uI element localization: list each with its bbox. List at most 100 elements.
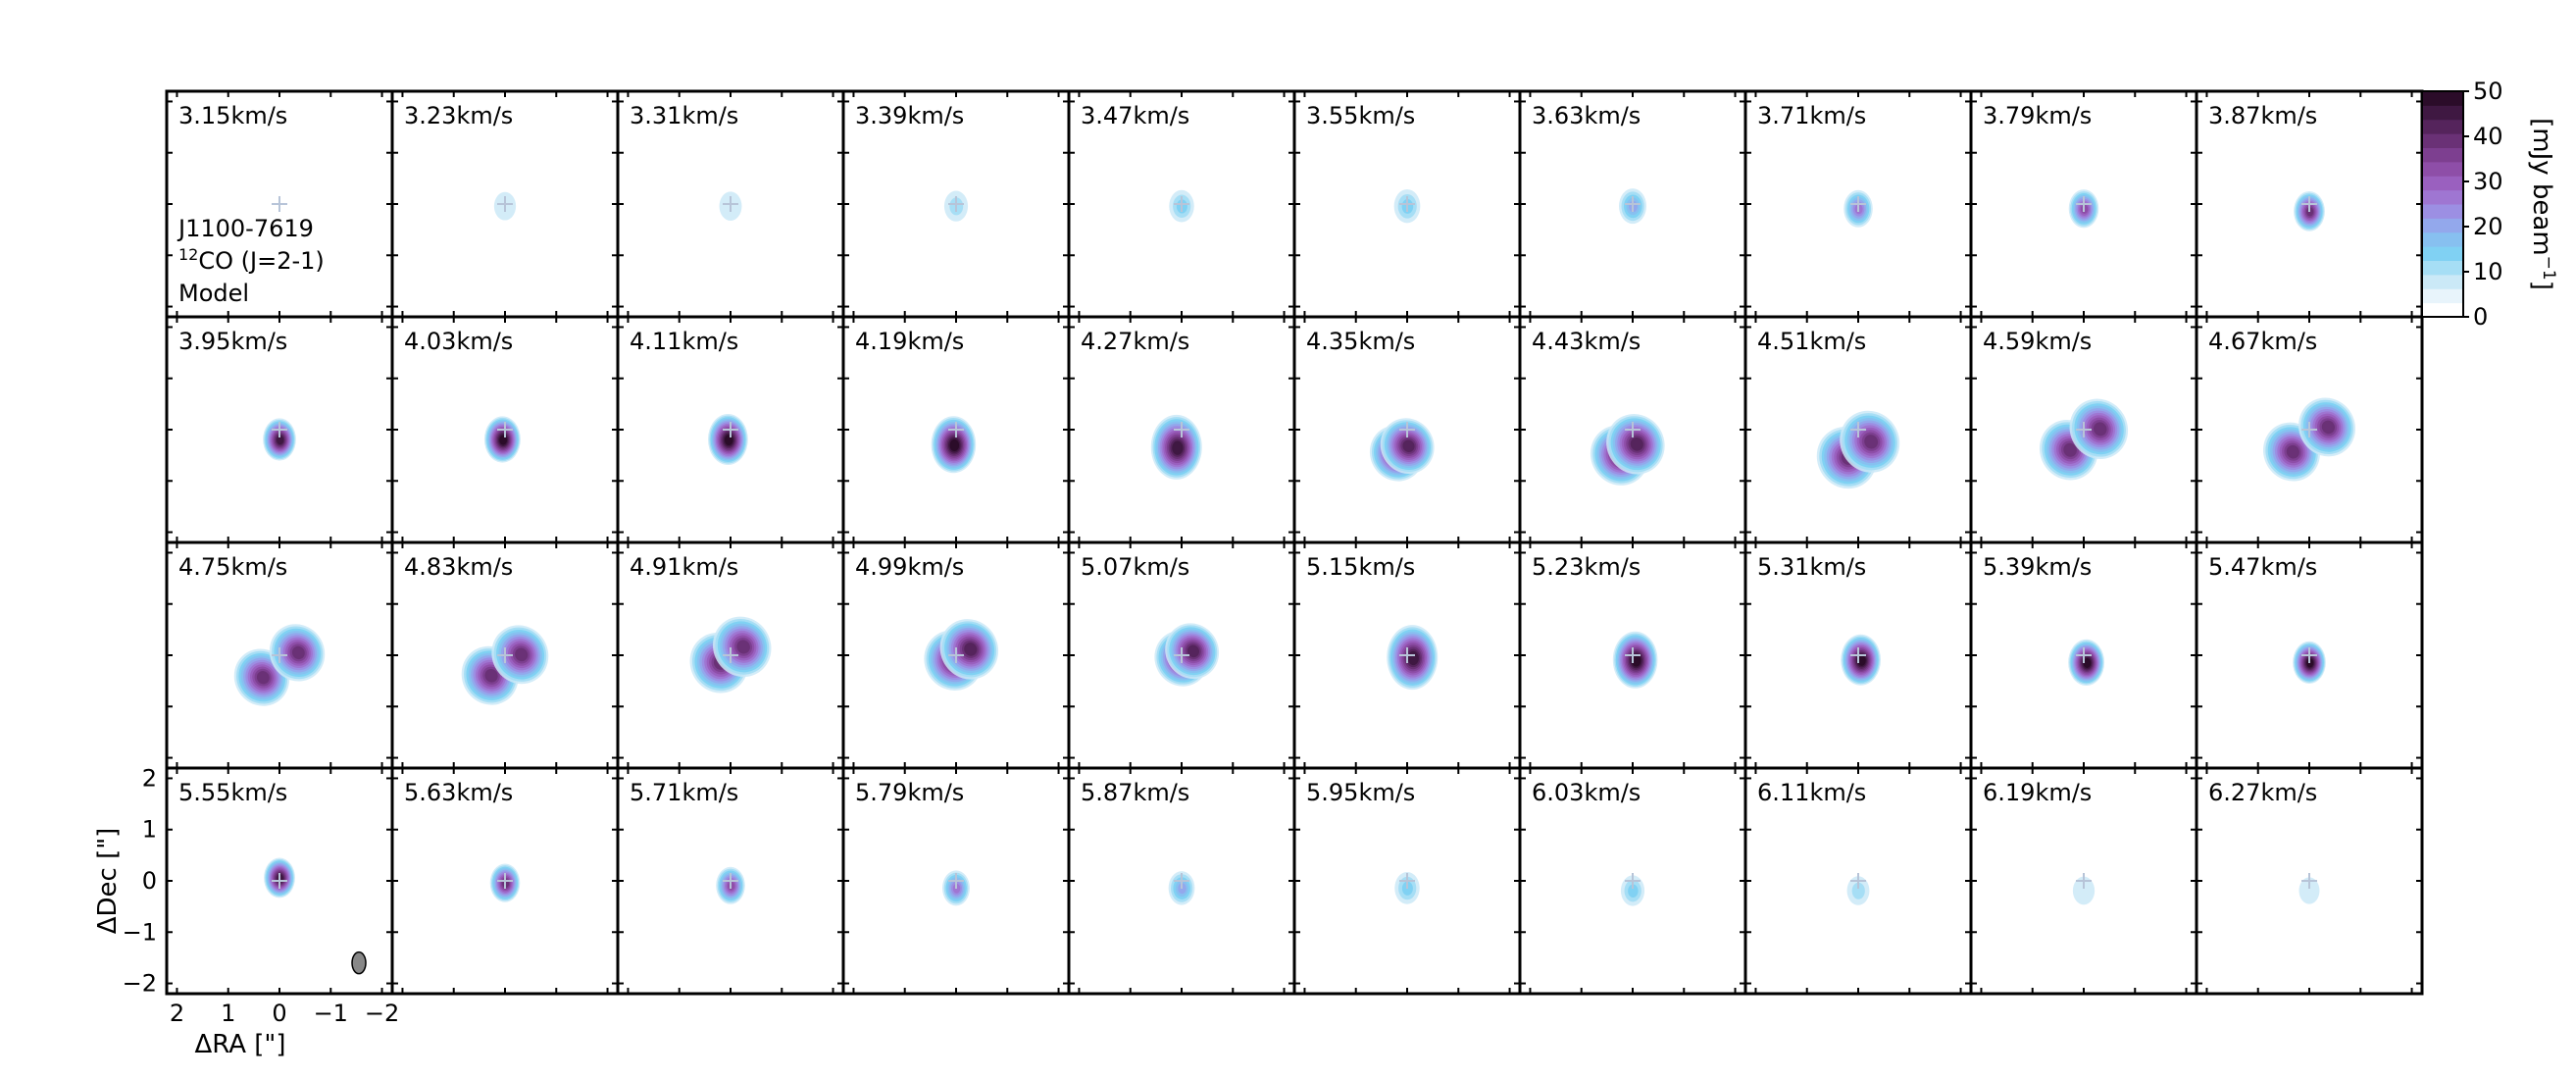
emission-lobe-b-level-11	[291, 645, 305, 660]
channel-panel: 4.03km/s	[390, 315, 620, 544]
emission-level-1	[2298, 877, 2320, 904]
colorbar-label: [mJy beam−1]	[2527, 118, 2558, 290]
emission-level-14	[1631, 654, 1642, 667]
emission-lobe-b-level-12	[964, 642, 978, 656]
colorbar-segment	[2422, 218, 2463, 233]
x-tick-label: 2	[170, 1000, 184, 1027]
center-cross-marker	[948, 873, 964, 889]
axes-labels: 2 1 0 −1 −2 2 1 0 −1 −2 ΔRA ["] ΔDec ["]	[93, 764, 399, 1059]
channel-panel: 4.35km/s	[1292, 315, 1522, 544]
x-tick-label: 1	[221, 1000, 235, 1027]
channel-panel: 5.87km/s	[1067, 766, 1296, 996]
channel-panel: 5.07km/s	[1067, 540, 1296, 770]
emission-level-14	[499, 435, 508, 445]
colorbar-segment	[2422, 176, 2463, 191]
emission-level-2	[1851, 882, 1865, 899]
velocity-label: 6.03km/s	[1532, 779, 1641, 806]
colorbar-tick-label: 50	[2473, 77, 2503, 105]
center-cross-marker	[2076, 647, 2092, 663]
velocity-label: 3.31km/s	[630, 102, 738, 129]
center-cross-marker	[272, 196, 287, 212]
y-tick-label: −2	[123, 970, 157, 998]
emission-level-14	[2083, 658, 2092, 668]
channel-panel: 4.67km/s	[2195, 315, 2424, 544]
channel-panels: 3.15km/s 3.23km/s 3.31km/s 3.39km/s 3.47km/s…	[165, 89, 2424, 996]
colorbar-segment	[2422, 246, 2463, 261]
emission-level-3	[1628, 884, 1639, 899]
colorbar-tick-label: 20	[2473, 213, 2503, 240]
channel-panel: 4.59km/s	[1969, 315, 2198, 544]
velocity-label: 4.11km/s	[630, 328, 738, 355]
colorbar-segment	[2422, 91, 2463, 106]
x-tick-label: −1	[314, 1000, 348, 1027]
velocity-label: 5.39km/s	[1983, 553, 2092, 581]
y-axis-label: ΔDec ["]	[93, 828, 123, 935]
colorbar-segment	[2422, 161, 2463, 177]
channel-panel: 3.55km/s	[1292, 89, 1522, 319]
line-name: 12CO (J=2-1)	[178, 245, 325, 275]
center-cross-marker	[1399, 647, 1415, 663]
center-cross-marker	[948, 647, 964, 663]
center-cross-marker	[272, 422, 287, 437]
channel-panel: 3.47km/s	[1067, 89, 1296, 319]
x-tick-label: −2	[365, 1000, 399, 1027]
velocity-label: 5.95km/s	[1306, 779, 1415, 806]
channel-panel: 5.39km/s	[1969, 540, 2198, 770]
channel-panel: 3.95km/s	[165, 315, 394, 544]
center-cross-marker	[2301, 196, 2317, 212]
emission-lobe-a-level-11	[256, 671, 270, 685]
center-cross-marker	[1174, 422, 1189, 437]
velocity-label: 5.31km/s	[1757, 553, 1866, 581]
channel-panel: 5.79km/s	[841, 766, 1071, 996]
model-label: Model	[178, 280, 249, 307]
y-tick-label: 1	[142, 816, 157, 844]
channel-panel: 6.27km/s	[2195, 766, 2424, 996]
velocity-label: 4.35km/s	[1306, 328, 1415, 355]
colorbar-frame	[2421, 90, 2464, 318]
velocity-label: 5.07km/s	[1081, 553, 1189, 581]
center-cross-marker	[1625, 422, 1641, 437]
center-cross-marker	[497, 196, 513, 212]
center-cross-marker	[1174, 196, 1189, 212]
y-tick-label: 0	[142, 867, 157, 895]
channel-panel: 3.87km/s	[2195, 89, 2424, 319]
colorbar-segment	[2422, 231, 2463, 247]
velocity-label: 5.47km/s	[2208, 553, 2317, 581]
emission-level-13	[1407, 650, 1419, 666]
emission-level-14	[1857, 654, 1866, 666]
velocity-label: 3.23km/s	[404, 102, 513, 129]
velocity-label: 3.63km/s	[1532, 102, 1641, 129]
center-cross-marker	[723, 196, 738, 212]
colorbar-segment	[2422, 119, 2463, 134]
channel-panel: 4.75km/s	[165, 540, 394, 770]
velocity-label: 4.19km/s	[855, 328, 964, 355]
channel-panel: 5.47km/s	[2195, 540, 2424, 770]
velocity-label: 3.87km/s	[2208, 102, 2317, 129]
channel-panel: 5.55km/s	[165, 766, 394, 996]
velocity-label: 4.03km/s	[404, 328, 513, 355]
colorbar-segment	[2422, 189, 2463, 205]
emission-lobe-b-level-11	[515, 647, 529, 662]
velocity-label: 4.51km/s	[1757, 328, 1866, 355]
velocity-label: 3.47km/s	[1081, 102, 1189, 129]
channel-panel: 5.31km/s	[1743, 540, 1973, 770]
velocity-label: 5.23km/s	[1532, 553, 1641, 581]
channel-panel: 6.03km/s	[1518, 766, 1747, 996]
center-cross-marker	[1850, 196, 1866, 212]
velocity-label: 5.63km/s	[404, 779, 513, 806]
channel-panel: 3.39km/s	[841, 89, 1071, 319]
channel-panel: 4.99km/s	[841, 540, 1071, 770]
x-axis-label: ΔRA ["]	[194, 1030, 285, 1059]
velocity-label: 5.79km/s	[855, 779, 964, 806]
velocity-label: 3.79km/s	[1983, 102, 2092, 129]
emission-lobe-b-level-11	[1864, 435, 1879, 449]
colorbar-segment	[2422, 105, 2463, 121]
center-cross-marker	[272, 873, 287, 889]
channel-panel: 3.23km/s	[390, 89, 620, 319]
colorbar-tick-label: 0	[2473, 303, 2488, 331]
velocity-label: 5.71km/s	[630, 779, 738, 806]
velocity-label: 4.43km/s	[1532, 328, 1641, 355]
velocity-label: 5.55km/s	[178, 779, 287, 806]
source-annotation: J1100-7619 12CO (J=2-1) Model	[177, 215, 325, 307]
